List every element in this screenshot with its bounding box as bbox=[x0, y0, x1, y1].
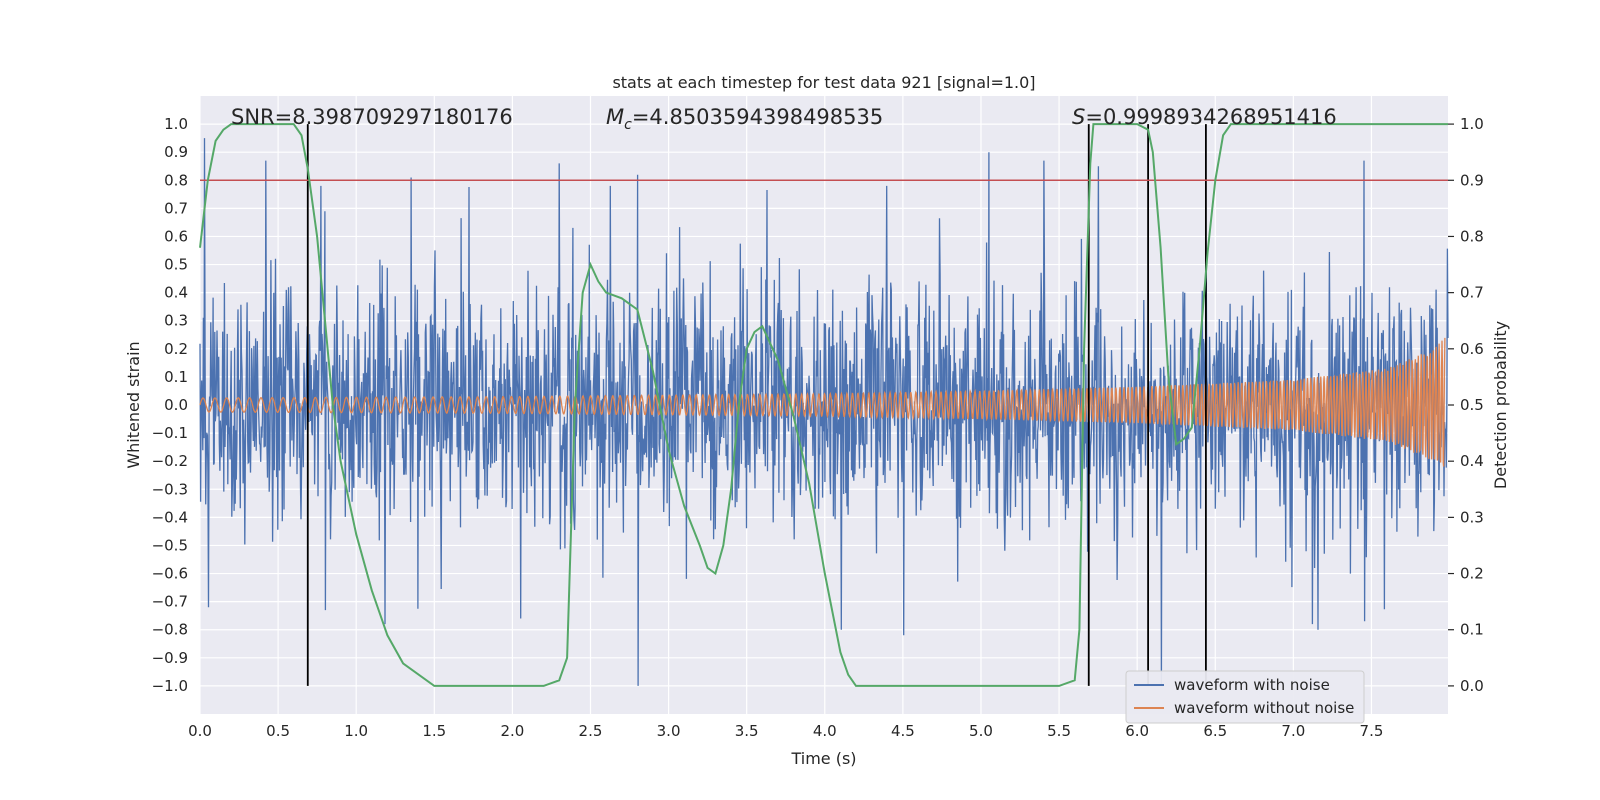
y-tick-label: −0.8 bbox=[152, 621, 188, 639]
y-tick-label: 0.7 bbox=[164, 199, 188, 217]
y-tick-label: 0.5 bbox=[164, 256, 188, 274]
y-tick-label: −0.5 bbox=[152, 536, 188, 554]
x-tick-label: 2.0 bbox=[500, 722, 524, 740]
snr-annotation: SNR=8.398709297180176 bbox=[231, 105, 513, 129]
x-tick-label: 6.0 bbox=[1125, 722, 1149, 740]
x-tick-label: 1.5 bbox=[422, 722, 446, 740]
x-tick-label: 4.5 bbox=[891, 722, 915, 740]
y2-tick-label: 0.7 bbox=[1460, 284, 1484, 302]
mc-subscript: c bbox=[624, 117, 632, 133]
right-axis-ticks: 1.0 0.9 0.8 0.7 0.6 0.5 0.4 0.3 0.2 0.1 0.0 bbox=[1448, 115, 1484, 695]
x-tick-label: 4.0 bbox=[813, 722, 837, 740]
y-tick-label: 0.4 bbox=[164, 284, 188, 302]
legend-box bbox=[1125, 670, 1365, 724]
y2-tick-label: 0.6 bbox=[1460, 340, 1484, 358]
legend: waveform with noise waveform without noi… bbox=[1125, 670, 1365, 724]
probability-line bbox=[199, 123, 1448, 687]
chart-title: stats at each timestep for test data 921… bbox=[612, 73, 1035, 92]
y2-tick-label: 0.8 bbox=[1460, 227, 1484, 245]
x-tick-label: 0.5 bbox=[266, 722, 290, 740]
mc-value: =4.8503594398498535 bbox=[632, 105, 883, 129]
y2-tick-label: 0.0 bbox=[1460, 677, 1484, 695]
left-axis-ticks: 1.0 0.9 0.8 0.7 0.6 0.5 0.4 0.3 0.2 0.1 0.0 −0.1 −0.… bbox=[152, 115, 188, 695]
y2-tick-label: 0.9 bbox=[1460, 171, 1484, 189]
x-axis-ticks: 0.0 0.5 1.0 1.5 2.0 2.5 3.0 3.5 4.0 4.5 5.0 5.5 6.0 6… bbox=[188, 722, 1383, 740]
y-tick-label: −0.6 bbox=[152, 565, 188, 583]
y-tick-label: −0.2 bbox=[152, 452, 188, 470]
x-tick-label: 3.5 bbox=[735, 722, 759, 740]
x-tick-label: 1.0 bbox=[344, 722, 368, 740]
s-annotation: S=0.9998934268951416 bbox=[1072, 105, 1337, 129]
y-tick-label: −0.4 bbox=[152, 508, 188, 526]
clean-waveform-series bbox=[199, 337, 1446, 467]
clean-waveform-line bbox=[199, 337, 1446, 467]
y-tick-label: 1.0 bbox=[164, 115, 188, 133]
x-tick-label: 5.0 bbox=[969, 722, 993, 740]
y-tick-label: −0.9 bbox=[152, 649, 188, 667]
y-tick-label: −0.1 bbox=[152, 424, 188, 442]
y-axis-label: Whitened strain bbox=[124, 341, 143, 468]
y-tick-label: 0.9 bbox=[164, 143, 188, 161]
s-symbol: S bbox=[1072, 105, 1085, 129]
y-tick-label: 0.3 bbox=[164, 312, 188, 330]
mc-annotation: Mc=4.8503594398498535 bbox=[606, 105, 883, 133]
x-tick-label: 7.0 bbox=[1281, 722, 1305, 740]
y-tick-label: 0.0 bbox=[164, 396, 188, 414]
noisy-waveform-line bbox=[199, 138, 1449, 686]
x-tick-label: 6.5 bbox=[1203, 722, 1227, 740]
noisy-waveform-series bbox=[199, 138, 1449, 686]
x-tick-label: 3.0 bbox=[657, 722, 681, 740]
y2-axis-label: Detection probability bbox=[1491, 321, 1510, 489]
y-tick-label: −0.7 bbox=[152, 593, 188, 611]
x-tick-label: 2.5 bbox=[579, 722, 603, 740]
y2-tick-label: 0.2 bbox=[1460, 565, 1484, 583]
legend-label-clean: waveform without noise bbox=[1174, 699, 1354, 717]
y2-tick-label: 0.3 bbox=[1460, 508, 1484, 526]
x-tick-label: 0.0 bbox=[188, 722, 212, 740]
y-tick-label: 0.1 bbox=[164, 368, 188, 386]
y-tick-label: 0.8 bbox=[164, 171, 188, 189]
y2-tick-label: 0.1 bbox=[1460, 621, 1484, 639]
s-value: =0.9998934268951416 bbox=[1085, 105, 1336, 129]
mc-symbol: M bbox=[606, 105, 624, 129]
x-axis-label: Time (s) bbox=[790, 749, 856, 768]
y-tick-label: 0.6 bbox=[164, 227, 188, 245]
y-tick-label: −0.3 bbox=[152, 480, 188, 498]
detection-probability-series bbox=[199, 123, 1448, 687]
y-tick-label: 0.2 bbox=[164, 340, 188, 358]
x-tick-label: 5.5 bbox=[1047, 722, 1071, 740]
legend-label-noisy: waveform with noise bbox=[1174, 676, 1330, 694]
y2-tick-label: 0.5 bbox=[1460, 396, 1484, 414]
x-tick-label: 7.5 bbox=[1360, 722, 1384, 740]
y-tick-label: −1.0 bbox=[152, 677, 188, 695]
y2-tick-label: 0.4 bbox=[1460, 452, 1484, 470]
y2-tick-label: 1.0 bbox=[1460, 115, 1484, 133]
